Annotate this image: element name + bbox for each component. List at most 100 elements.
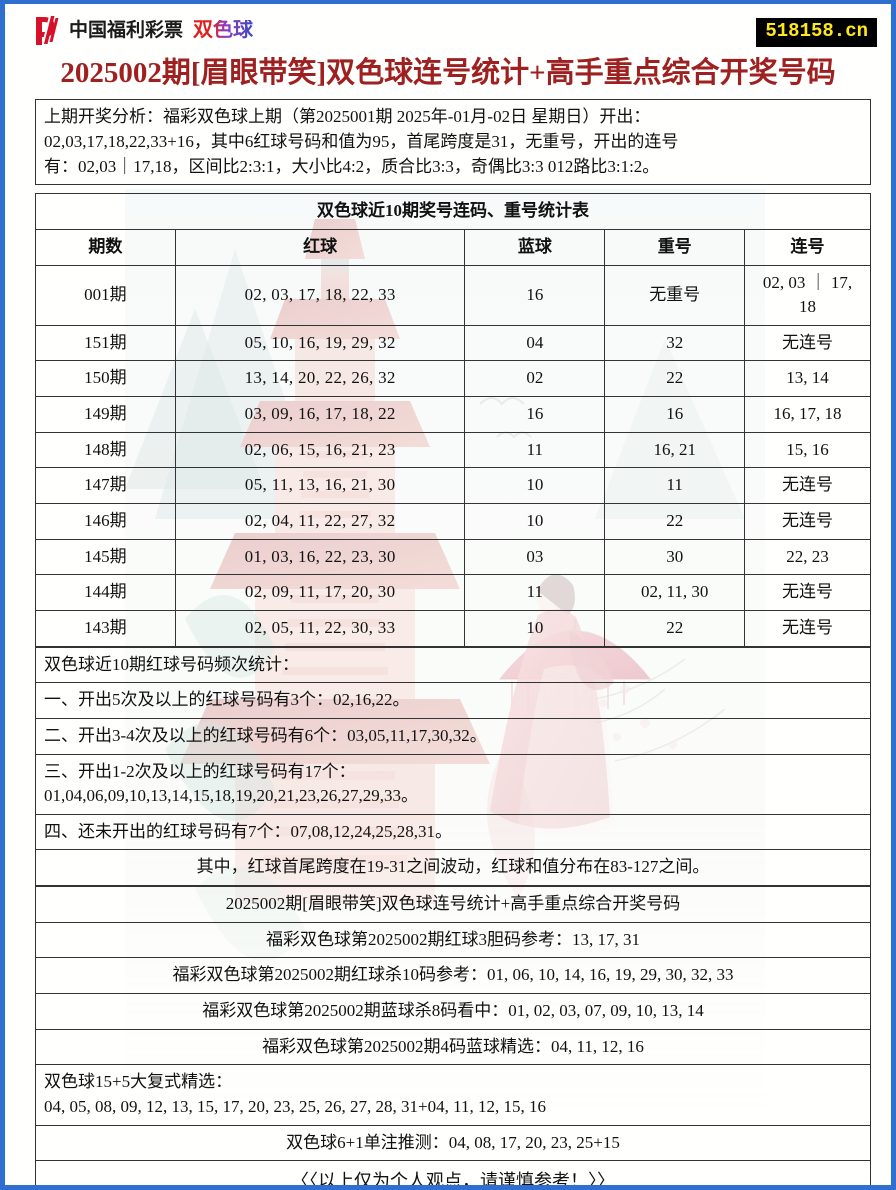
frequency-item-row: 一、开出5次及以上的红球号码有3个：02,16,22。 bbox=[35, 682, 871, 719]
cell-repeat: 22 bbox=[604, 360, 746, 398]
prediction-compound-row: 双色球15+5大复式精选： 04, 05, 08, 09, 12, 13, 15… bbox=[35, 1064, 871, 1126]
cell-repeat: 02, 11, 30 bbox=[604, 574, 746, 611]
cell-repeat: 11 bbox=[604, 467, 746, 505]
brand-logo: 中国福利彩票 双色球 bbox=[27, 13, 253, 47]
cell-consecutive: 02, 03 ｜ 17, 18 bbox=[744, 264, 871, 326]
cell-red-balls: 05, 10, 16, 19, 29, 32 bbox=[174, 324, 466, 362]
cell-blue-ball: 10 bbox=[464, 467, 606, 505]
cell-repeat: 30 bbox=[604, 538, 746, 576]
frequency-summary-row: 其中，红球首尾跨度在19-31之间波动，红球和值分布在83-127之间。 bbox=[35, 849, 871, 887]
prediction-compound-heading: 双色球15+5大复式精选： bbox=[44, 1072, 233, 1092]
cell-red-balls: 13, 14, 20, 22, 26, 32 bbox=[174, 360, 466, 398]
column-header-repeat: 重号 bbox=[604, 228, 746, 266]
column-header-consecutive: 连号 bbox=[744, 228, 871, 266]
analysis-block: 上期开奖分析：福彩双色球上期（第2025001期 2025年-01月-02日 星… bbox=[35, 99, 871, 186]
cell-consecutive: 16, 17, 18 bbox=[744, 396, 871, 433]
cell-red-balls: 02, 03, 17, 18, 22, 33 bbox=[174, 264, 466, 326]
disclaimer-text: 〈〈以上仅为个人观点，请谨慎参考！〉〉 bbox=[35, 1160, 871, 1185]
frequency-item-3-line-2: 01,04,06,09,10,13,14,15,18,19,20,21,23,2… bbox=[44, 786, 418, 806]
cell-red-balls: 05, 11, 13, 16, 21, 30 bbox=[174, 467, 466, 505]
table-row: 144期 02, 09, 11, 17, 20, 30 11 02, 11, 3… bbox=[35, 574, 871, 611]
cell-repeat: 无重号 bbox=[604, 264, 746, 326]
cell-consecutive: 无连号 bbox=[744, 324, 871, 362]
table-row: 151期 05, 10, 16, 19, 29, 32 04 32 无连号 bbox=[35, 324, 871, 362]
frequency-heading-row: 双色球近10期红球号码频次统计： bbox=[35, 646, 871, 684]
analysis-table: 上期开奖分析：福彩双色球上期（第2025001期 2025年-01月-02日 星… bbox=[35, 99, 871, 186]
stats-table-header-row: 期数 红球 蓝球 重号 连号 bbox=[35, 228, 871, 266]
cell-blue-ball: 16 bbox=[464, 396, 606, 433]
frequency-block: 双色球近10期红球号码频次统计： 一、开出5次及以上的红球号码有3个：02,16… bbox=[35, 646, 871, 887]
cell-blue-ball: 16 bbox=[464, 264, 606, 326]
page-title: 2025002期[眉眼带笑]双色球连号统计+高手重点综合开奖号码 bbox=[60, 57, 836, 89]
cell-issue: 150期 bbox=[35, 360, 176, 398]
frequency-item-row: 四、还未开出的红球号码有7个：07,08,12,24,25,28,31。 bbox=[35, 813, 871, 851]
cell-issue: 001期 bbox=[35, 264, 176, 326]
site-url-badge: 518158.cn bbox=[756, 18, 877, 47]
cell-repeat: 16 bbox=[604, 396, 746, 433]
cell-red-balls: 02, 05, 11, 22, 30, 33 bbox=[174, 609, 466, 647]
cell-issue: 146期 bbox=[35, 503, 176, 540]
cell-blue-ball: 11 bbox=[464, 431, 606, 469]
table-row: 147期 05, 11, 13, 16, 21, 30 10 11 无连号 bbox=[35, 467, 871, 505]
cell-issue: 151期 bbox=[35, 324, 176, 362]
frequency-summary: 其中，红球首尾跨度在19-31之间波动，红球和值分布在83-127之间。 bbox=[35, 849, 871, 887]
column-header-issue: 期数 bbox=[35, 228, 176, 266]
frequency-item-row: 三、开出1-2次及以上的红球号码有17个： 01,04,06,09,10,13,… bbox=[35, 753, 871, 815]
prediction-row: 福彩双色球第2025002期红球3胆码参考：13, 17, 31 bbox=[35, 921, 871, 959]
cell-blue-ball: 03 bbox=[464, 538, 606, 576]
prediction-banner: 2025002期[眉眼带笑]双色球连号统计+高手重点综合开奖号码 bbox=[35, 886, 871, 923]
cell-repeat: 32 bbox=[604, 324, 746, 362]
site-header: 中国福利彩票 双色球 518158.cn bbox=[5, 4, 891, 56]
prediction-blue-pick: 福彩双色球第2025002期4码蓝球精选：04, 11, 12, 16 bbox=[35, 1028, 871, 1066]
predictions-block: 2025002期[眉眼带笑]双色球连号统计+高手重点综合开奖号码 福彩双色球第2… bbox=[35, 886, 871, 1185]
cell-red-balls: 02, 06, 15, 16, 21, 23 bbox=[174, 431, 466, 469]
cell-blue-ball: 11 bbox=[464, 574, 606, 611]
table-row: 001期 02, 03, 17, 18, 22, 33 16 无重号 02, 0… bbox=[35, 264, 871, 326]
logo-text-shuangseqiu: 双色球 bbox=[193, 19, 254, 41]
stats-block: 双色球近10期奖号连码、重号统计表 期数 红球 蓝球 重号 连号 001期 02… bbox=[35, 193, 871, 647]
cell-issue: 148期 bbox=[35, 431, 176, 469]
cell-red-balls: 03, 09, 16, 17, 18, 22 bbox=[174, 396, 466, 433]
cell-repeat: 16, 21 bbox=[604, 431, 746, 469]
table-row: 149期 03, 09, 16, 17, 18, 22 16 16 16, 17… bbox=[35, 396, 871, 433]
cell-issue: 149期 bbox=[35, 396, 176, 433]
analysis-line-1: 上期开奖分析：福彩双色球上期（第2025001期 2025年-01月-02日 星… bbox=[44, 107, 651, 127]
stats-table-title-row: 双色球近10期奖号连码、重号统计表 bbox=[35, 193, 871, 230]
cell-repeat: 22 bbox=[604, 609, 746, 647]
table-row: 146期 02, 04, 11, 22, 27, 32 10 22 无连号 bbox=[35, 503, 871, 540]
prediction-row: 双色球6+1单注推测：04, 08, 17, 20, 23, 25+15 bbox=[35, 1124, 871, 1162]
table-row: 145期 01, 03, 16, 22, 23, 30 03 30 22, 23 bbox=[35, 538, 871, 576]
frequency-item-2: 二、开出3-4次及以上的红球号码有6个：03,05,11,17,30,32。 bbox=[35, 717, 871, 755]
cell-blue-ball: 10 bbox=[464, 609, 606, 647]
analysis-line-3: 有：02,03｜17,18，区间比2:3:1，大小比4:2，质合比3:3，奇偶比… bbox=[44, 156, 660, 176]
frequency-item-3-line-1: 三、开出1-2次及以上的红球号码有17个： bbox=[44, 761, 356, 781]
frequency-item-row: 二、开出3-4次及以上的红球号码有6个：03,05,11,17,30,32。 bbox=[35, 717, 871, 755]
cell-repeat: 22 bbox=[604, 503, 746, 540]
table-row: 143期 02, 05, 11, 22, 30, 33 10 22 无连号 bbox=[35, 609, 871, 647]
column-header-blue-ball: 蓝球 bbox=[464, 228, 606, 266]
cell-consecutive: 15, 16 bbox=[744, 431, 871, 469]
cell-consecutive: 22, 23 bbox=[744, 538, 871, 576]
prediction-red-dan: 福彩双色球第2025002期红球3胆码参考：13, 17, 31 bbox=[35, 921, 871, 959]
logo-text-china-welfare-lottery: 中国福利彩票 bbox=[69, 19, 184, 41]
prediction-row: 福彩双色球第2025002期4码蓝球精选：04, 11, 12, 16 bbox=[35, 1028, 871, 1066]
cell-blue-ball: 04 bbox=[464, 324, 606, 362]
frequency-heading: 双色球近10期红球号码频次统计： bbox=[35, 646, 871, 684]
predictions-table: 2025002期[眉眼带笑]双色球连号统计+高手重点综合开奖号码 福彩双色球第2… bbox=[35, 886, 871, 1185]
frequency-item-1: 一、开出5次及以上的红球号码有3个：02,16,22。 bbox=[35, 682, 871, 719]
cell-issue: 143期 bbox=[35, 609, 176, 647]
table-row: 148期 02, 06, 15, 16, 21, 23 11 16, 21 15… bbox=[35, 431, 871, 469]
frequency-item-3: 三、开出1-2次及以上的红球号码有17个： 01,04,06,09,10,13,… bbox=[35, 753, 871, 815]
prediction-red-kill: 福彩双色球第2025002期红球杀10码参考：01, 06, 10, 14, 1… bbox=[35, 957, 871, 994]
cell-red-balls: 01, 03, 16, 22, 23, 30 bbox=[174, 538, 466, 576]
analysis-row: 上期开奖分析：福彩双色球上期（第2025001期 2025年-01月-02日 星… bbox=[35, 99, 871, 186]
cell-consecutive: 无连号 bbox=[744, 467, 871, 505]
prediction-banner-row: 2025002期[眉眼带笑]双色球连号统计+高手重点综合开奖号码 bbox=[35, 886, 871, 923]
cell-issue: 144期 bbox=[35, 574, 176, 611]
table-row: 150期 13, 14, 20, 22, 26, 32 02 22 13, 14 bbox=[35, 360, 871, 398]
prediction-blue-kill: 福彩双色球第2025002期蓝球杀8码看中：01, 02, 03, 07, 09… bbox=[35, 993, 871, 1030]
china-welfare-lottery-logo-icon bbox=[27, 13, 61, 47]
stats-table-title: 双色球近10期奖号连码、重号统计表 bbox=[35, 193, 871, 230]
cell-blue-ball: 10 bbox=[464, 503, 606, 540]
column-header-red-balls: 红球 bbox=[174, 228, 466, 266]
